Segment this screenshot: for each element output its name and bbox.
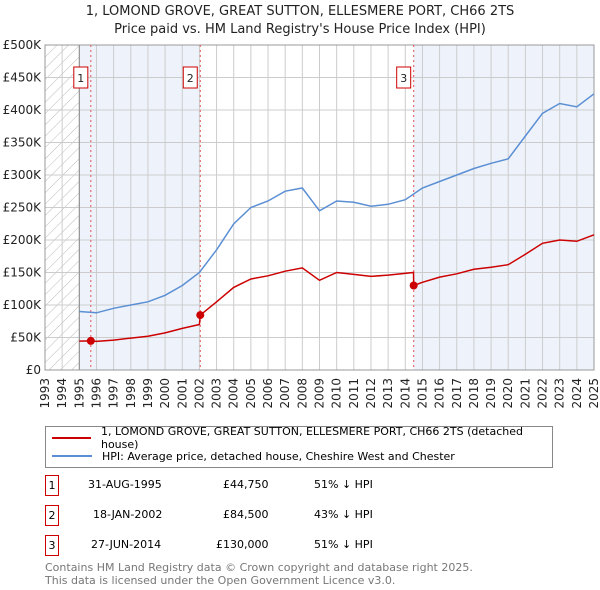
legend-label-property: 1, LOMOND GROVE, GREAT SUTTON, ELLESMERE… <box>100 425 523 451</box>
x-tick-label: 2000 <box>158 378 172 409</box>
x-tick-label: 1997 <box>107 378 121 409</box>
y-tick-label: £100K <box>3 298 43 312</box>
sale-point <box>86 336 95 345</box>
sale-marker-badge: 1 <box>45 475 59 496</box>
sale-point <box>196 311 205 320</box>
x-tick-label: 1998 <box>124 378 138 409</box>
sale-point <box>409 281 418 290</box>
sale-label: 2 <box>187 72 194 85</box>
y-tick-label: £500K <box>3 38 43 52</box>
sale-label: 3 <box>400 72 407 85</box>
x-tick-label: 2005 <box>244 378 258 409</box>
footer-licence: This data is licensed under the Open Gov… <box>45 574 396 587</box>
sale-hpi-diff: 51% ↓ HPI <box>314 538 373 551</box>
x-tick-label: 2022 <box>536 378 550 409</box>
x-tick-label: 2023 <box>553 378 567 409</box>
sale-label-box <box>73 66 89 89</box>
chart-subtitle: Price paid vs. HM Land Registry's House … <box>114 22 486 37</box>
x-tick-label: 1993 <box>38 378 52 409</box>
x-tick-label: 2006 <box>261 378 275 409</box>
x-tick-label: 2021 <box>518 378 532 409</box>
x-tick-label: 2013 <box>381 378 395 409</box>
sale-marker-badge: 3 <box>45 535 59 556</box>
x-tick-label: 2015 <box>415 378 429 409</box>
x-tick-label: 2004 <box>227 378 241 409</box>
chart-title: 1, LOMOND GROVE, GREAT SUTTON, ELLESMERE… <box>85 4 515 19</box>
sale-hpi-diff: 43% ↓ HPI <box>314 508 373 521</box>
sale-date: 31-AUG-1995 <box>88 478 162 491</box>
y-tick-label: £50K <box>10 331 42 345</box>
y-tick-label: £200K <box>3 233 43 247</box>
x-tick-label: 2019 <box>484 378 498 409</box>
legend-swatch-hpi <box>52 455 92 457</box>
x-tick-label: 2016 <box>433 378 447 409</box>
x-tick-label: 1995 <box>72 378 86 409</box>
x-tick-label: 2011 <box>347 378 361 409</box>
x-tick-label: 2001 <box>175 378 189 409</box>
y-tick-label: £350K <box>3 136 43 150</box>
legend-label-hpi: HPI: Average price, detached house, Ches… <box>102 449 455 463</box>
sale-date: 27-JUN-2014 <box>91 538 162 551</box>
x-tick-label: 2024 <box>570 378 584 409</box>
y-tick-label: £0 <box>26 363 41 377</box>
sale-price: £44,750 <box>223 478 269 491</box>
plot-area: 1993 1994 1995 1996 1997 1998 1999 2000 2001 2002… <box>3 38 600 409</box>
x-tick-label: 2003 <box>210 378 224 409</box>
x-tick-label: 2002 <box>192 378 206 409</box>
y-tick-label: £400K <box>3 103 43 117</box>
sale-price: £130,000 <box>216 538 269 551</box>
sale-label-box <box>182 66 198 89</box>
sale-price: £84,500 <box>223 508 269 521</box>
y-tick-label: £300K <box>3 168 43 182</box>
sale-hpi-diff: 51% ↓ HPI <box>314 478 373 491</box>
legend: 1, LOMOND GROVE, GREAT SUTTON, ELLESMERE… <box>45 425 553 468</box>
legend-swatch-property <box>52 437 91 439</box>
x-tick-label: 2010 <box>330 378 344 409</box>
y-tick-label: £150K <box>3 266 43 280</box>
x-tick-label: 2018 <box>467 378 481 409</box>
sale-label: 1 <box>77 72 84 85</box>
footer-copyright: Contains HM Land Registry data © Crown c… <box>45 561 473 574</box>
plot-border <box>44 44 595 371</box>
x-tick-label: 1999 <box>141 378 155 409</box>
x-tick-label: 2012 <box>364 378 378 409</box>
x-tick-label: 2014 <box>398 378 412 409</box>
sale-date: 18-JAN-2002 <box>93 508 163 521</box>
x-tick-label: 2017 <box>450 378 464 409</box>
y-tick-label: £250K <box>3 201 43 215</box>
x-tick-label: 2020 <box>501 378 515 409</box>
hpi-line <box>79 93 595 314</box>
sale-label-box <box>396 66 412 89</box>
x-tick-label: 2009 <box>313 378 327 409</box>
x-tick-label: 1994 <box>55 378 69 409</box>
x-tick-label: 2025 <box>587 378 600 409</box>
x-tick-label: 1996 <box>89 378 103 409</box>
x-tick-label: 2008 <box>295 378 309 409</box>
x-tick-label: 2007 <box>278 378 292 409</box>
price-paid-line <box>79 234 595 343</box>
y-tick-label: £450K <box>3 71 43 85</box>
sale-marker-badge: 2 <box>45 505 59 526</box>
